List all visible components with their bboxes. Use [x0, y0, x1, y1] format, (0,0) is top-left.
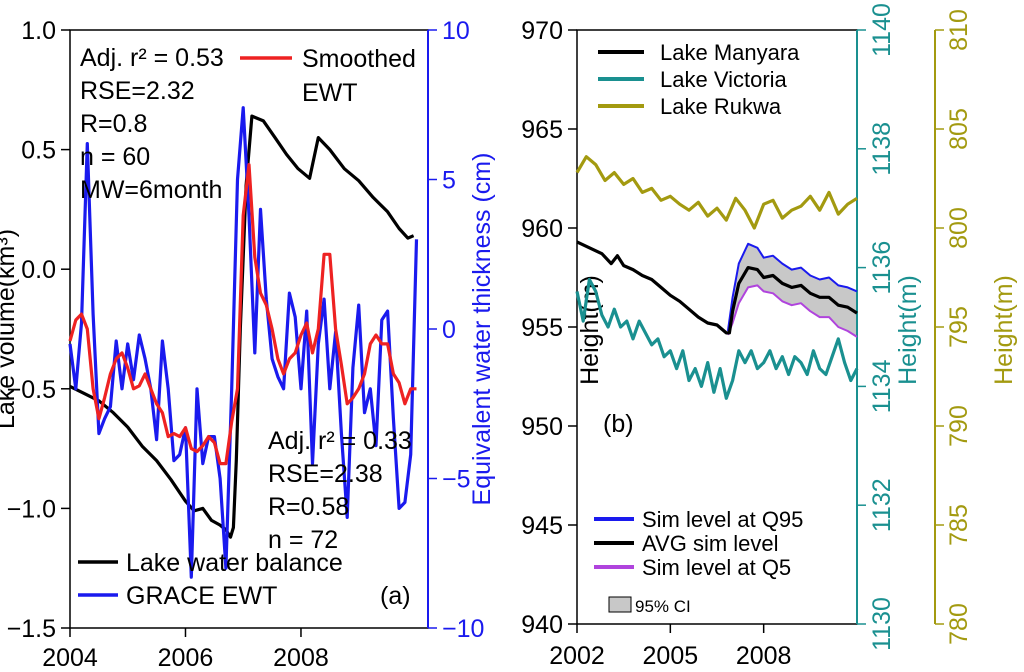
y-tick-label-left-a: 0.5 — [21, 137, 56, 165]
series-line-lake-victoria — [575, 277, 859, 400]
legend-label-bottom-a: GRACE EWT — [126, 582, 277, 610]
y-axis-label-b-olive: Height(m) — [990, 275, 1018, 385]
y-tick-label-b-left: 940 — [521, 611, 563, 639]
x-tick-label-a: 2006 — [158, 644, 214, 672]
y-tick-label-b-teal: 1136 — [868, 241, 896, 295]
x-tick-label-a: 2004 — [42, 644, 98, 672]
y-tick-label-b-olive: 800 — [945, 207, 973, 249]
y-tick-label-b-left: 955 — [521, 314, 563, 342]
y-axis-label-b-teal: Height(m) — [894, 275, 922, 385]
y-tick-label-b-left: 945 — [521, 512, 563, 540]
x-tick-label-a: 2008 — [273, 644, 329, 672]
legend-label-smoothed: Smoothed — [302, 45, 416, 73]
y-tick-label-right-a: −5 — [442, 466, 471, 494]
y-axis-label-left-a: Lake volume(km³) — [0, 229, 20, 429]
y-tick-label-left-a: −1.5 — [7, 615, 56, 643]
y-tick-label-right-a: −10 — [442, 615, 484, 643]
legend-swatch-ci — [608, 596, 632, 613]
legend-label-bottom-a: Lake water balance — [126, 549, 343, 577]
series-line-lake-manyara — [576, 240, 858, 335]
y-tick-label-b-olive: 790 — [945, 405, 973, 447]
stats-bottom-line: R=0.58 — [268, 493, 349, 521]
y-tick-label-left-a: −1.0 — [7, 495, 56, 523]
y-tick-label-b-left: 960 — [521, 215, 563, 243]
x-tick-label-b: 2002 — [549, 642, 605, 670]
legend-label-bottom-b: Sim level at Q95 — [642, 507, 803, 532]
panel-b: 2002 2005 2008 940 945 950 955 960 965 970 Height(… — [521, 3, 1018, 670]
legend-label-top-b: Lake Victoria — [660, 67, 788, 92]
y-tick-label-left-a: 0.0 — [21, 256, 56, 284]
y-tick-label-b-olive: 780 — [945, 603, 973, 645]
y-tick-label-left-a: 1.0 — [21, 17, 56, 45]
y-tick-label-b-olive: 810 — [945, 9, 973, 51]
y-tick-label-right-a: 5 — [442, 167, 456, 195]
stats-top-line: R=0.8 — [80, 110, 147, 138]
y-axis-label-b-left: Height(m) — [576, 275, 604, 385]
y-tick-label-b-olive: 785 — [945, 504, 973, 546]
y-axis-label-right-a: Equivalent water thickness (cm) — [468, 153, 496, 506]
legend-label-top-b: Lake Rukwa — [660, 94, 782, 119]
legend-label-bottom-b: Sim level at Q5 — [642, 555, 791, 580]
legend-label-bottom-b: AVG sim level — [642, 531, 779, 556]
stats-bottom-line: Adj. r² = 0.33 — [268, 427, 412, 455]
series-line-smoothed-ewt — [68, 163, 417, 466]
stats-top-line: n = 60 — [80, 143, 150, 171]
x-tick-label-b: 2005 — [643, 642, 699, 670]
y-tick-label-b-teal: 1138 — [868, 122, 896, 176]
series-line-sim-level-at-q95 — [726, 242, 858, 332]
y-tick-label-right-a: 10 — [442, 17, 470, 45]
series-line-grace-ewt — [68, 106, 419, 579]
y-tick-label-b-left: 965 — [521, 116, 563, 144]
y-tick-label-left-a: −0.5 — [7, 376, 56, 404]
y-tick-label-b-teal: 1130 — [868, 597, 896, 651]
series-line-lake-water-balance — [69, 114, 415, 539]
panel-label-a: (a) — [380, 582, 411, 610]
y-tick-label-right-a: 0 — [442, 316, 456, 344]
y-tick-label-b-teal: 1134 — [868, 359, 896, 413]
series-line-sim-level-at-q5 — [726, 284, 858, 338]
panel-a: 2004 2006 2008 −1.5 −1.0 −0.5 0.0 0.5 1.0 −10 −5 0 5… — [0, 17, 496, 672]
panel-label-b: (b) — [603, 410, 634, 438]
y-tick-label-b-teal: 1140 — [868, 3, 896, 57]
series-line-lake-rukwa — [575, 155, 858, 230]
legend-label-ci: 95% CI — [635, 597, 691, 616]
y-tick-label-b-olive: 795 — [945, 306, 973, 348]
ci-band — [727, 243, 857, 337]
stats-top-line: Adj. r² = 0.53 — [80, 44, 224, 72]
stats-bottom-line: n = 72 — [268, 526, 338, 554]
stats-top-line: RSE=2.32 — [80, 77, 195, 105]
y-tick-label-b-olive: 805 — [945, 108, 973, 150]
legend-label-smoothed-2: EWT — [302, 79, 358, 107]
x-tick-label-b: 2008 — [736, 642, 792, 670]
stats-top-line: MW=6month — [80, 176, 222, 204]
legend-label-top-b: Lake Manyara — [660, 40, 800, 65]
y-tick-label-b-left: 970 — [521, 17, 563, 45]
stats-bottom-line: RSE=2.38 — [268, 460, 383, 488]
y-tick-label-b-left: 950 — [521, 413, 563, 441]
y-tick-label-b-teal: 1132 — [868, 478, 896, 532]
